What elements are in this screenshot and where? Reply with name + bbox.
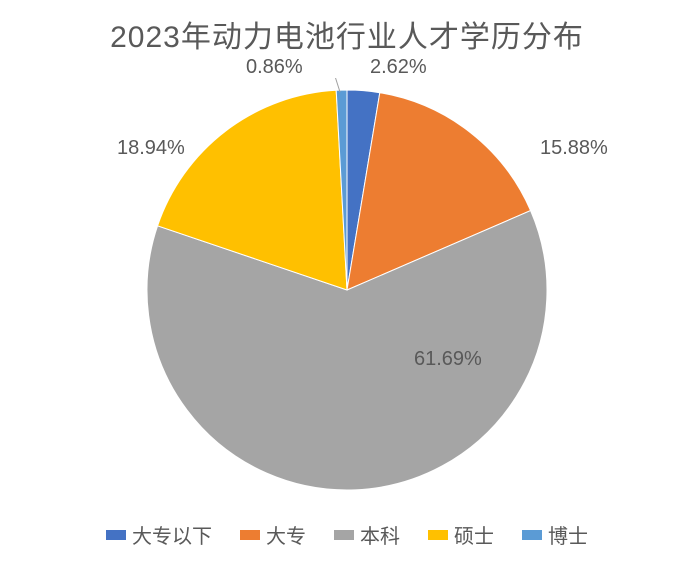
legend-item-3: 硕士 (428, 520, 494, 549)
legend-swatch-2 (334, 530, 354, 540)
legend-label-1: 大专 (266, 520, 306, 549)
slice-label-4: 0.86% (246, 56, 303, 79)
legend-label-3: 硕士 (454, 520, 494, 549)
legend-item-4: 博士 (522, 520, 588, 549)
slice-label-3: 18.94% (117, 137, 185, 160)
pie-chart-container: 2023年动力电池行业人才学历分布 2.62% 15.88% 61.69% 18… (0, 0, 694, 567)
legend-swatch-3 (428, 530, 448, 540)
legend-swatch-1 (240, 530, 260, 540)
legend-label-0: 大专以下 (132, 520, 212, 549)
slice-label-1: 15.88% (540, 137, 608, 160)
pie-area: 2.62% 15.88% 61.69% 18.94% 0.86% (0, 78, 694, 498)
legend-item-0: 大专以下 (106, 520, 212, 549)
legend-swatch-4 (522, 530, 542, 540)
legend-item-2: 本科 (334, 520, 400, 549)
legend-label-2: 本科 (360, 520, 400, 549)
legend-swatch-0 (106, 530, 126, 540)
slice-label-2: 61.69% (414, 348, 482, 371)
slice-label-0: 2.62% (370, 56, 427, 79)
legend-label-4: 博士 (548, 520, 588, 549)
chart-title: 2023年动力电池行业人才学历分布 (0, 12, 694, 56)
legend: 大专以下 大专 本科 硕士 博士 (0, 520, 694, 549)
legend-item-1: 大专 (240, 520, 306, 549)
